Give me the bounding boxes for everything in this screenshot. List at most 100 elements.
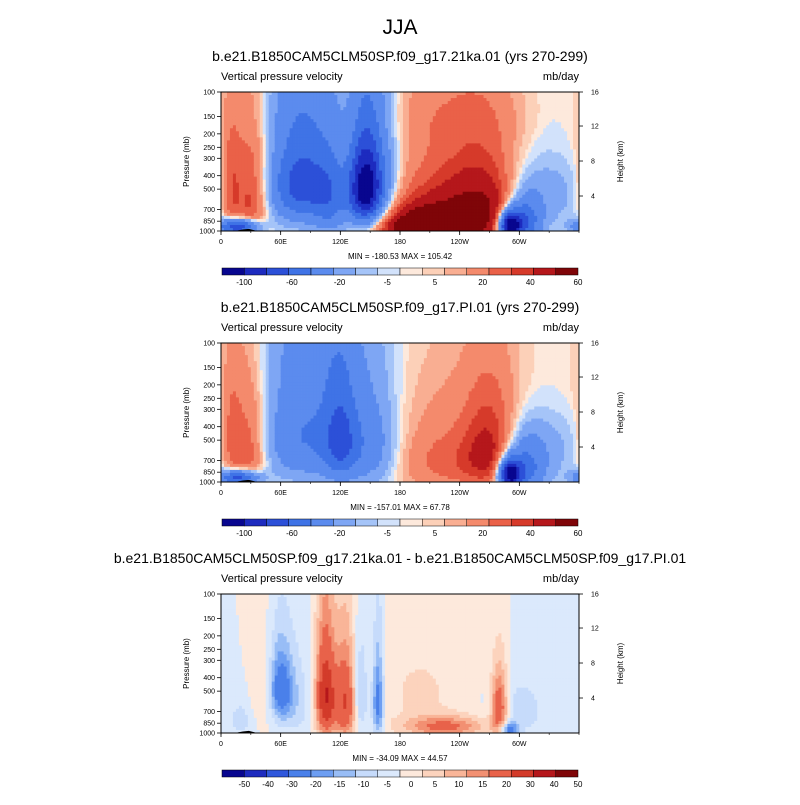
heatmap-cell — [250, 116, 255, 120]
heatmap-cell — [298, 110, 302, 114]
heatmap-cell — [447, 188, 452, 193]
heatmap-cell — [420, 98, 425, 102]
heatmap-cell — [510, 176, 514, 181]
heatmap-cell — [400, 167, 404, 171]
heatmap-cell — [414, 227, 419, 232]
heatmap-cell — [238, 206, 243, 211]
heatmap-cell — [474, 221, 478, 226]
heatmap-cell — [223, 95, 228, 99]
heatmap-cell — [355, 146, 359, 150]
heatmap-cell — [489, 224, 493, 229]
heatmap-cell — [468, 140, 472, 144]
heatmap-cell — [298, 95, 302, 99]
heatmap-cell — [537, 134, 541, 138]
heatmap-cell — [516, 107, 520, 111]
heatmap-cell — [432, 188, 437, 193]
heatmap-cell — [319, 128, 323, 132]
heatmap-cell — [286, 173, 291, 178]
heatmap-cell — [414, 110, 419, 114]
heatmap-cell — [310, 212, 314, 217]
heatmap-cell — [223, 98, 228, 102]
heatmap-cell — [241, 194, 246, 199]
heatmap-cell — [432, 149, 437, 153]
heatmap-cell — [370, 212, 374, 217]
heatmap-cell — [540, 170, 544, 174]
heatmap-cell — [229, 170, 234, 174]
heatmap-cell — [292, 173, 296, 178]
heatmap-cell — [489, 188, 493, 193]
heatmap-cell — [474, 101, 478, 105]
heatmap-cell — [265, 134, 270, 138]
heatmap-cell — [250, 221, 255, 226]
heatmap-cell — [253, 161, 258, 165]
heatmap-cell — [352, 134, 356, 138]
heatmap-cell — [349, 218, 353, 223]
heatmap-cell — [444, 140, 449, 144]
heatmap-cell — [420, 107, 425, 111]
heatmap-cell — [250, 182, 255, 187]
heatmap-cell — [229, 125, 234, 129]
heatmap-cell — [483, 164, 487, 168]
heatmap-cell — [247, 209, 252, 214]
heatmap-cell — [319, 137, 323, 141]
heatmap-cell — [226, 107, 231, 111]
heatmap-cell — [426, 173, 431, 178]
heatmap-cell — [256, 227, 261, 232]
heatmap-cell — [307, 140, 311, 144]
heatmap-cell — [292, 167, 296, 171]
heatmap-cell — [352, 152, 356, 156]
heatmap-cell — [337, 206, 341, 211]
heatmap-cell — [364, 140, 368, 144]
heatmap-cell — [221, 197, 225, 202]
heatmap-cell — [250, 176, 255, 181]
heatmap-cell — [462, 173, 467, 178]
heatmap-cell — [438, 206, 443, 211]
heatmap-cell — [474, 134, 478, 138]
heatmap-cell — [411, 209, 416, 214]
heatmap-cell — [429, 203, 434, 208]
heatmap-cell — [498, 209, 502, 214]
heatmap-cell — [441, 185, 446, 190]
heatmap-cell — [420, 116, 425, 120]
heatmap-cell — [525, 113, 529, 117]
heatmap-cell — [429, 110, 434, 114]
heatmap-cell — [429, 212, 434, 217]
heatmap-cell — [394, 188, 398, 193]
heatmap-cell — [429, 224, 434, 229]
heatmap-cell — [489, 197, 493, 202]
heatmap-cell — [289, 185, 293, 190]
heatmap-cell — [259, 215, 264, 220]
heatmap-cell — [385, 155, 389, 159]
heatmap-cell — [420, 101, 425, 105]
heatmap-cell — [534, 221, 538, 226]
heatmap-cell — [468, 158, 472, 162]
heatmap-cell — [262, 95, 267, 99]
heatmap-cell — [301, 206, 305, 211]
heatmap-cell — [355, 140, 359, 144]
heatmap-cell — [447, 224, 452, 229]
heatmap-cell — [459, 137, 464, 141]
heatmap-cell — [373, 143, 377, 147]
heatmap-cell — [495, 152, 499, 156]
heatmap-cell — [337, 191, 341, 196]
heatmap-cell — [423, 101, 428, 105]
heatmap-cell — [474, 116, 478, 120]
heatmap-cell — [295, 185, 299, 190]
heatmap-cell — [543, 137, 547, 141]
heatmap-cell — [504, 185, 508, 190]
heatmap-cell — [259, 98, 264, 102]
heatmap-cell — [226, 152, 231, 156]
heatmap-cell — [450, 122, 455, 126]
heatmap-cell — [346, 137, 350, 141]
heatmap-cell — [492, 176, 496, 181]
heatmap-cell — [513, 119, 517, 123]
heatmap-cell — [253, 137, 258, 141]
heatmap-cell — [543, 113, 547, 117]
heatmap-cell — [525, 173, 529, 178]
heatmap-cell — [391, 227, 395, 232]
heatmap-cell — [417, 95, 422, 99]
heatmap-cell — [325, 179, 329, 184]
heatmap-cell — [319, 164, 323, 168]
heatmap-cell — [295, 101, 299, 105]
heatmap-cell — [373, 116, 377, 120]
